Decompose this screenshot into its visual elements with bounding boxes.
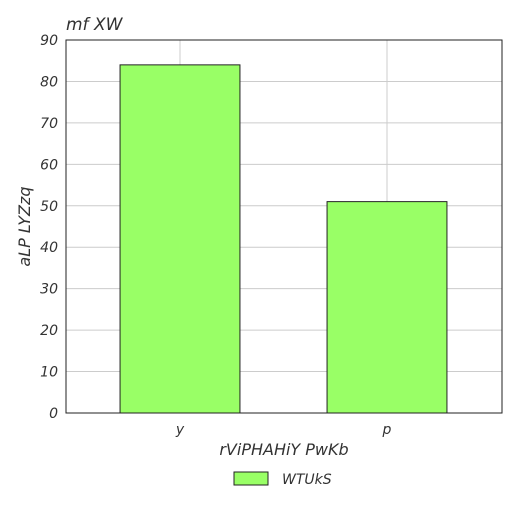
- y-axis-label: aLP LYZzq: [15, 186, 34, 266]
- legend: WTUkS: [233, 471, 332, 488]
- y-tick-label: 50: [40, 199, 58, 215]
- y-tick-label: 40: [40, 240, 58, 256]
- legend-swatch: [233, 471, 269, 486]
- bar-y: [119, 64, 241, 414]
- plot-frame: [65, 39, 503, 414]
- y-tick-label: 90: [40, 33, 58, 49]
- bars: [119, 64, 448, 414]
- y-tick-label: 80: [40, 74, 58, 90]
- x-tick-label: p: [382, 422, 392, 438]
- y-tick-label: 70: [40, 116, 58, 132]
- y-tick-label: 20: [40, 323, 58, 339]
- y-tick-label: 0: [49, 406, 58, 422]
- y-tick-label: 30: [40, 282, 58, 298]
- chart-title: mf XW: [66, 15, 124, 35]
- bar-p: [326, 201, 448, 414]
- y-tick-labels: 0 10 20 30 40 50 60 70 80 90: [40, 33, 58, 422]
- y-tick-label: 60: [40, 157, 58, 173]
- y-tick-label: 10: [40, 365, 58, 381]
- x-tick-label: y: [175, 422, 185, 438]
- legend-label: WTUkS: [282, 472, 332, 488]
- x-axis-label: rViPHAHiY PwKb: [219, 440, 348, 459]
